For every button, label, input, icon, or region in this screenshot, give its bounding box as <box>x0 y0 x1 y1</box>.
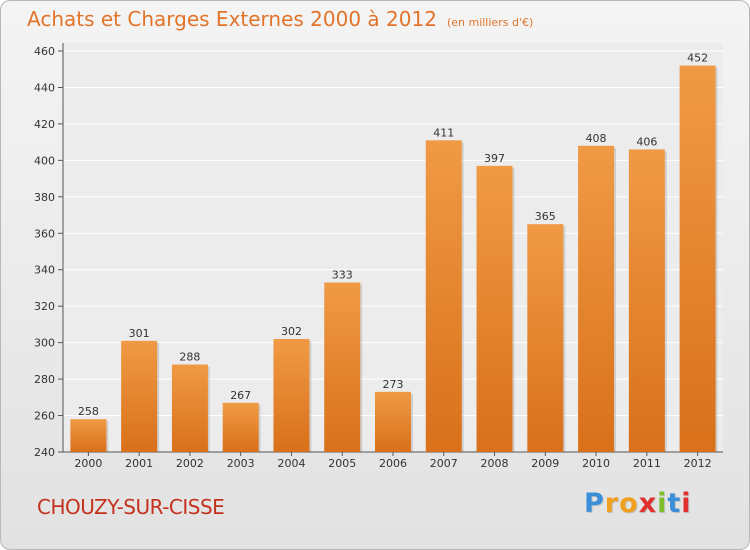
x-tick-label: 2009 <box>531 457 559 470</box>
x-tick-label: 2012 <box>684 457 712 470</box>
y-tick-label: 420 <box>34 118 55 131</box>
data-label: 452 <box>687 52 708 65</box>
x-tick-label: 2000 <box>74 457 102 470</box>
data-label: 301 <box>129 327 150 340</box>
y-tick-label: 440 <box>34 81 55 94</box>
data-label: 267 <box>230 389 251 402</box>
bar <box>324 282 361 452</box>
chart-unit: (en milliers d'€) <box>446 16 534 29</box>
bar <box>628 149 665 452</box>
x-tick-label: 2010 <box>582 457 610 470</box>
bar <box>527 224 564 452</box>
bar <box>70 419 107 452</box>
y-tick-label: 360 <box>34 227 55 240</box>
y-tick-label: 400 <box>34 154 55 167</box>
y-tick-label: 240 <box>34 446 55 459</box>
bar <box>578 145 615 453</box>
data-label: 302 <box>281 325 302 338</box>
data-label: 365 <box>535 210 556 223</box>
proxiti-logo: Proxiti <box>584 488 692 519</box>
bar <box>476 165 513 452</box>
data-label: 333 <box>332 268 353 281</box>
bar <box>425 140 462 452</box>
logo-letter: t <box>667 488 682 519</box>
x-tick-label: 2005 <box>328 457 356 470</box>
logo-letter: r <box>604 488 620 519</box>
data-label: 406 <box>636 135 657 148</box>
chart-title: Achats et Charges Externes 2000 à 2012 (e… <box>27 7 533 31</box>
bar <box>679 65 716 452</box>
y-tick-label: 340 <box>34 264 55 277</box>
data-label: 397 <box>484 152 505 165</box>
x-tick-label: 2007 <box>430 457 458 470</box>
data-label: 411 <box>433 126 454 139</box>
x-tick-label: 2004 <box>277 457 305 470</box>
data-label: 408 <box>586 132 607 145</box>
bar <box>121 340 158 452</box>
commune-name: CHOUZY-SUR-CISSE <box>37 495 225 519</box>
x-tick-label: 2008 <box>481 457 509 470</box>
x-tick-label: 2011 <box>633 457 661 470</box>
x-tick-label: 2001 <box>125 457 153 470</box>
x-tick-label: 2002 <box>176 457 204 470</box>
y-tick-label: 260 <box>34 410 55 423</box>
data-label: 273 <box>383 378 404 391</box>
logo-letter: i <box>657 488 668 519</box>
y-tick-label: 320 <box>34 300 55 313</box>
y-tick-label: 380 <box>34 191 55 204</box>
chart-title-text: Achats et Charges Externes 2000 à 2012 <box>27 7 437 31</box>
y-tick-label: 300 <box>34 337 55 350</box>
bar <box>273 338 310 452</box>
logo-letter: o <box>619 488 639 519</box>
bar <box>375 391 411 452</box>
logo-letter: P <box>584 488 605 519</box>
data-label: 288 <box>179 351 200 364</box>
y-tick-label: 280 <box>34 373 55 386</box>
x-tick-label: 2003 <box>227 457 255 470</box>
bar <box>171 364 208 452</box>
y-tick-label: 460 <box>34 45 55 58</box>
bar <box>222 402 259 452</box>
data-label: 258 <box>78 405 99 418</box>
x-tick-label: 2006 <box>379 457 407 470</box>
logo-letter: x <box>638 488 658 519</box>
logo-letter: i <box>681 488 692 519</box>
